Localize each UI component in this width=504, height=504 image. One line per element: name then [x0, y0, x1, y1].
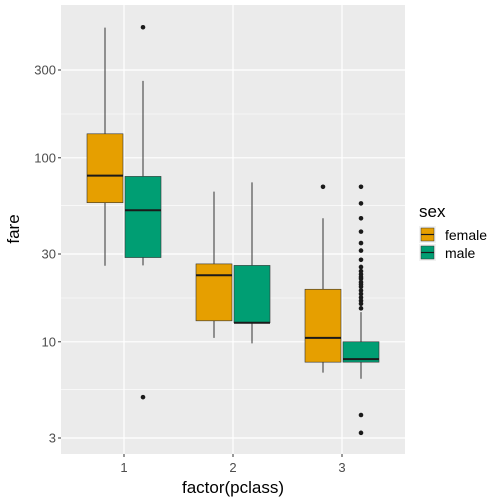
- box-male-class-1: [124, 24, 162, 400]
- y-tick-label: 30: [42, 247, 56, 262]
- outlier-point: [358, 412, 364, 418]
- box-iqr: [86, 133, 124, 204]
- outlier-point: [358, 264, 364, 270]
- outlier-point: [358, 295, 364, 300]
- box-iqr: [342, 341, 380, 363]
- outlier-point: [358, 291, 364, 297]
- y-tick-label: 10: [42, 334, 56, 349]
- outlier-point: [320, 184, 326, 190]
- outlier-point: [358, 288, 364, 293]
- box-iqr: [233, 265, 271, 323]
- box-iqr: [124, 176, 162, 258]
- x-tick-label: 2: [229, 460, 236, 475]
- box-iqr: [195, 263, 233, 322]
- box-female-class-1: [86, 27, 124, 266]
- legend-title: sex: [419, 202, 446, 221]
- outlier-point: [358, 215, 364, 221]
- outlier-point: [358, 240, 364, 246]
- boxplots: [86, 24, 380, 436]
- outlier-point: [358, 248, 364, 253]
- outlier-point: [140, 24, 146, 30]
- outlier-point: [140, 394, 146, 400]
- x-tick-label: 1: [120, 460, 127, 475]
- x-axis-title: factor(pclass): [182, 478, 284, 497]
- y-tick-label: 3: [49, 431, 56, 446]
- x-tick-label: 3: [338, 460, 345, 475]
- legend-label-male: male: [445, 245, 476, 261]
- outlier-point: [358, 306, 364, 311]
- y-tick-label: 300: [34, 63, 56, 78]
- legend-label-female: female: [445, 227, 487, 243]
- outlier-point: [358, 279, 364, 285]
- legend: sex female male: [419, 202, 487, 261]
- box-iqr: [304, 288, 342, 363]
- box-female-class-3: [304, 184, 342, 373]
- y-tick-label: 100: [34, 150, 56, 165]
- outlier-point: [358, 430, 364, 436]
- outlier-point: [358, 201, 364, 206]
- outlier-point: [358, 257, 364, 263]
- box-female-class-2: [195, 191, 233, 338]
- outlier-point: [358, 298, 364, 304]
- outlier-point: [358, 268, 364, 274]
- axes: 3 10 30 100 300 1 2 3: [34, 63, 345, 476]
- outlier-point: [358, 229, 364, 234]
- y-axis-title: fare: [4, 214, 23, 243]
- outlier-point: [358, 184, 364, 190]
- box-male-class-3: [342, 184, 380, 436]
- box-male-class-2: [233, 182, 271, 344]
